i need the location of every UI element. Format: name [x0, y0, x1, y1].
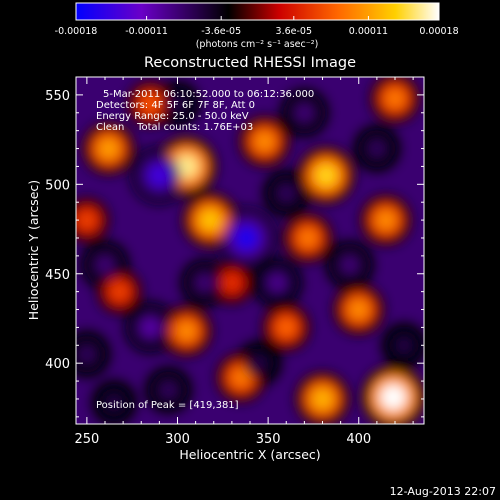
heatmap-blob-core [267, 273, 287, 293]
heatmap-blob-core [78, 345, 96, 363]
y-axis-label: Heliocentric Y (arcsec) [26, 180, 41, 320]
heatmap-blob-core [78, 212, 95, 229]
colorbar: -0.00018 -0.00011 -3.6e-05 3.6e-05 0.00011 0.… [55, 2, 459, 50]
heatmap-blob-core [340, 255, 359, 274]
heatmap-blob-core [176, 321, 197, 341]
annotations: 5-Mar-2011 06:10:52.000 to 06:12:36.000 … [96, 89, 314, 411]
heatmap-blob-core [199, 209, 222, 232]
heatmap-blob-core [96, 255, 114, 274]
x-tick-label: 300 [165, 432, 190, 447]
plot-area: 250 300 350 400 400 450 500 550 [45, 76, 425, 447]
colorbar-tick-label: 0.00018 [419, 26, 458, 37]
heatmap-blob-core [111, 283, 128, 300]
axis-ticks: 250 300 350 400 400 450 500 550 [45, 77, 424, 447]
y-tick-label: 450 [45, 268, 70, 283]
heatmap-blob-core [368, 140, 386, 158]
colorbar-tick-label: 3.6e-05 [276, 26, 312, 37]
heatmap-blob-core [105, 394, 123, 411]
annotation-time-range: 5-Mar-2011 06:10:52.000 to 06:12:36.000 [103, 89, 314, 100]
y-tick-label: 550 [45, 89, 70, 104]
annotation-peak: Position of Peak = [419,381] [96, 400, 239, 411]
chart-title: Reconstructed RHESSI Image [144, 55, 356, 71]
heatmap-blob-core [224, 275, 240, 291]
y-tick-label: 400 [45, 357, 70, 372]
heatmap-blob-core [141, 95, 159, 113]
heatmap-blob-core [376, 210, 396, 230]
heatmap-blob-core [147, 163, 171, 187]
colorbar-unit: (photons cm⁻² s⁻¹ asec⁻²) [196, 39, 319, 50]
x-axis-label: Heliocentric X (arcsec) [179, 447, 320, 462]
x-tick-label: 400 [346, 432, 371, 447]
annotation-clean: Clean Total counts: 1.76E+03 [96, 122, 253, 133]
heatmap-blob-core [385, 89, 405, 108]
heatmap-blob-core [298, 228, 318, 248]
colorbar-tick-label: -0.00018 [55, 26, 98, 37]
colorbar-tick-label: -3.6e-05 [201, 26, 241, 37]
heatmap-blob-core [140, 317, 161, 338]
heatmap-blob-core [159, 381, 177, 399]
colorbar-gradient [75, 2, 440, 21]
heatmap-blob-core [98, 138, 119, 159]
heatmap-blob-core [295, 103, 314, 122]
colorbar-tick-label: 0.00011 [349, 26, 388, 37]
footer-date: 12-Aug-2013 22:07 [390, 485, 496, 498]
x-tick-label: 350 [256, 432, 281, 447]
heatmap-blob-core [250, 355, 268, 372]
annotation-energy: Energy Range: 25.0 - 50.0 keV [96, 111, 249, 122]
heatmap-blob-core [311, 388, 334, 410]
heatmap-blob-core [277, 318, 296, 337]
y-tick-label: 500 [45, 178, 70, 193]
heatmap-blob-core [231, 368, 251, 387]
heatmap-blob-core [254, 131, 275, 152]
heatmap-blob-core [169, 95, 186, 112]
heatmap-blob-core [234, 225, 259, 251]
heatmap-blob-core [314, 163, 338, 187]
colorbar-tick-label: -0.00011 [125, 26, 168, 37]
colorbar-ticks: -0.00018 -0.00011 -3.6e-05 3.6e-05 0.00011 0.… [55, 16, 459, 37]
heatmap-blob-core [174, 154, 199, 179]
annotation-detectors: Detectors: 4F 5F 6F 7F 8F, Att 0 [96, 100, 255, 111]
heatmap-blob-core [379, 383, 407, 411]
heatmap-image [76, 77, 424, 424]
x-tick-label: 250 [74, 432, 99, 447]
heatmap-blob-core [348, 299, 369, 320]
heatmap-blob-core [277, 184, 295, 202]
heatmap-blob-core [195, 273, 214, 292]
heatmap-blob-core [395, 337, 413, 354]
